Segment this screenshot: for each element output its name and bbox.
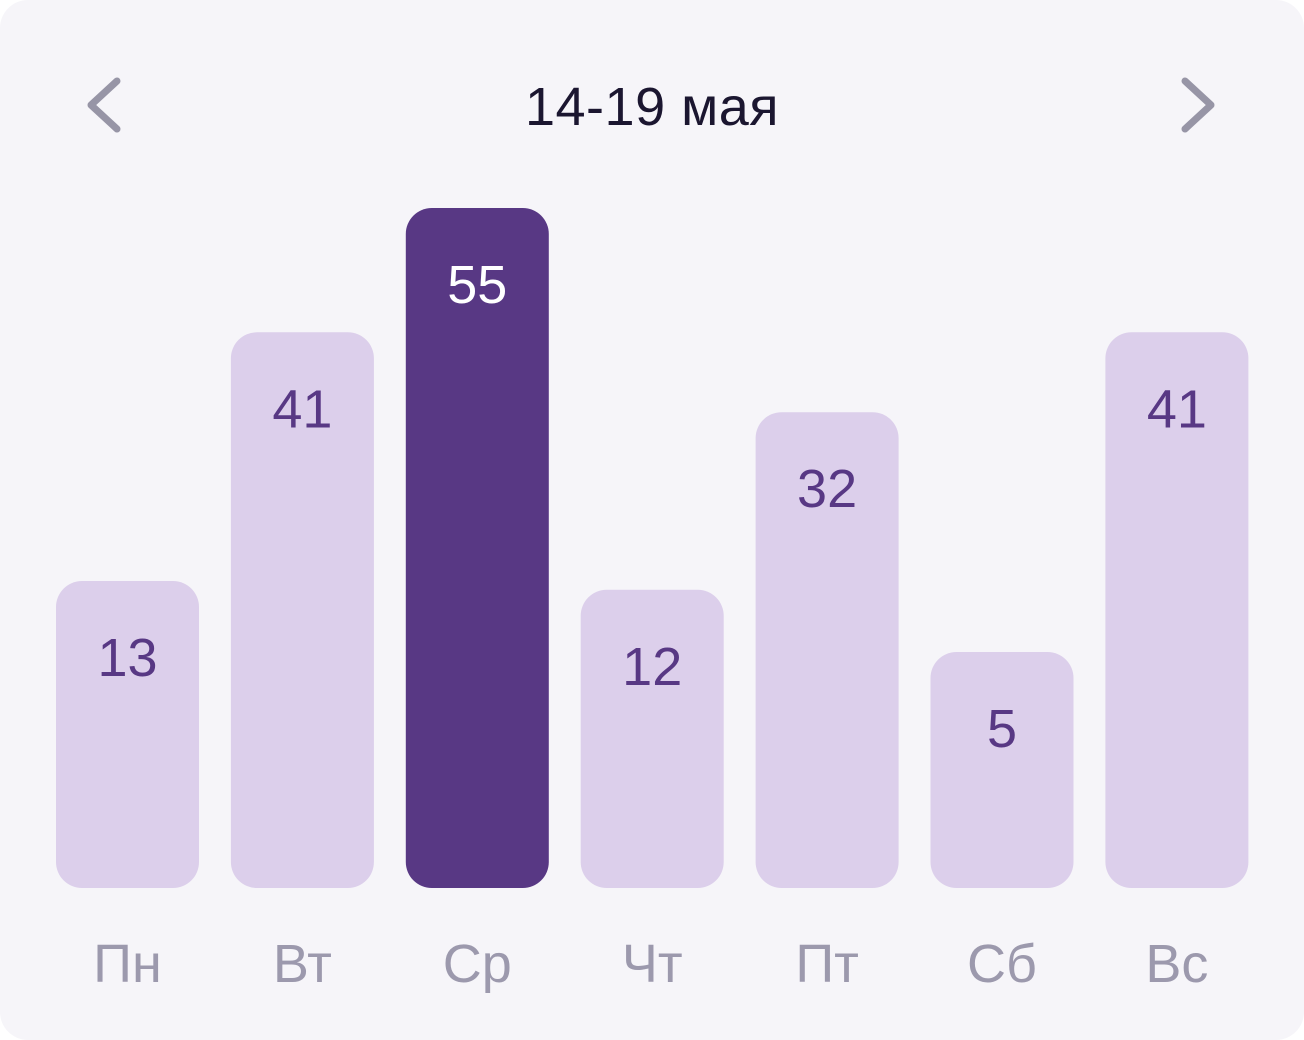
bar-value-label: 32 xyxy=(797,459,857,519)
bar-value-label: 5 xyxy=(987,699,1017,759)
day-label: Сб xyxy=(967,934,1037,994)
bar-value-label: 41 xyxy=(272,379,332,439)
bar-4[interactable] xyxy=(755,412,899,888)
chevron-left-icon xyxy=(87,77,121,133)
prev-week-button[interactable] xyxy=(68,70,138,140)
bar-value-label: 41 xyxy=(1147,379,1207,439)
bar-2[interactable] xyxy=(405,208,549,888)
day-label: Ср xyxy=(443,934,512,994)
chevron-right-icon xyxy=(1181,77,1215,133)
next-week-button[interactable] xyxy=(1164,70,1234,140)
bar-6[interactable] xyxy=(1105,332,1249,888)
day-label: Чт xyxy=(622,934,683,994)
bar-0[interactable] xyxy=(56,581,199,888)
bar-value-label: 55 xyxy=(447,255,507,315)
bar-1[interactable] xyxy=(230,332,374,888)
day-label: Пн xyxy=(93,934,162,994)
bar-5[interactable] xyxy=(930,652,1074,888)
bar-3[interactable] xyxy=(580,589,724,888)
day-label: Вт xyxy=(273,934,332,994)
date-range-title: 14-19 мая xyxy=(524,77,779,137)
bar-value-label: 13 xyxy=(97,628,157,688)
day-label: Пт xyxy=(795,934,859,994)
day-label: Вс xyxy=(1145,934,1208,994)
bar-value-label: 12 xyxy=(622,637,682,697)
